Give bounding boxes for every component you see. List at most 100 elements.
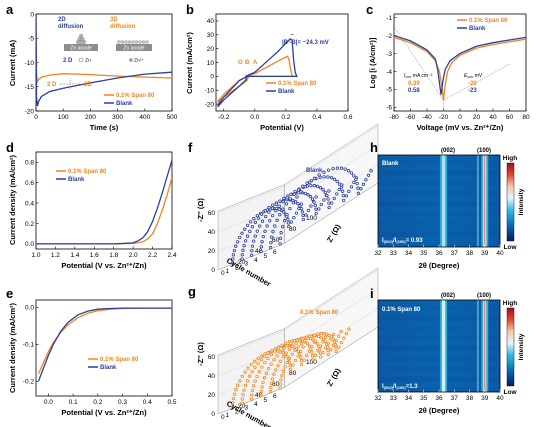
nyquist-tail-point xyxy=(347,189,351,194)
panel-g-xlabel: Z' (Ω) xyxy=(325,366,343,388)
zreal-tick-label: 40 xyxy=(255,248,263,255)
x-tick-label: 32 xyxy=(374,250,382,257)
nyquist-point xyxy=(252,217,256,221)
nyquist-point xyxy=(249,362,253,367)
panel-f-title: Blank xyxy=(306,168,323,174)
nyquist-point xyxy=(240,257,244,261)
x-tick-label: 1.6 xyxy=(90,252,99,259)
nyquist-tail-point xyxy=(307,349,311,353)
nyquist-tail-point xyxy=(321,350,325,355)
x-tick-label: 100 xyxy=(58,114,69,121)
nyquist-point xyxy=(259,389,263,394)
nyquist-point xyxy=(322,175,326,179)
zn-flat-deposit xyxy=(117,40,149,44)
x-tick-label: 34 xyxy=(405,395,413,402)
panel-a-xticks: 0 100 200 300 400 500 xyxy=(34,108,178,121)
nyquist-point xyxy=(314,211,318,216)
nyquist-point xyxy=(242,244,246,248)
heatmap-band xyxy=(378,180,500,186)
nyquist-point xyxy=(296,345,300,349)
panel-i-peak2: (100) xyxy=(477,293,491,299)
zreal-tick-label: 20 xyxy=(238,403,246,410)
heatmap-band xyxy=(378,211,500,217)
nyquist-point xyxy=(255,229,259,233)
nyquist-point xyxy=(297,339,302,343)
nyquist-point xyxy=(295,195,299,199)
series-line-blank xyxy=(217,38,298,108)
nyquist-point xyxy=(285,196,289,200)
nyquist-point xyxy=(238,379,242,383)
diag3d-title-l2: diffusion xyxy=(110,24,136,30)
h-ratio-i: I xyxy=(382,238,384,244)
panel-c: c -1 -2 -3 -4 -5 -6 -80 -60 -40 -20 0 20 40 60 80 Vol… xyxy=(366,2,530,132)
nyquist-point xyxy=(252,359,257,363)
nyquist-point xyxy=(263,354,267,358)
panel-a: a 0 -5 -10 -15 -20 0 100 200 300 400 500 Time (s)… xyxy=(6,2,178,132)
panel-h-peak1: (002) xyxy=(441,148,455,154)
nyquist-point xyxy=(291,201,295,205)
nyquist-point xyxy=(322,170,326,174)
nyquist-point xyxy=(270,348,274,353)
heatmap-band xyxy=(378,190,500,196)
panel-label-d: d xyxy=(6,140,14,155)
nyquist-point xyxy=(245,234,250,238)
nyquist-point xyxy=(287,347,291,352)
x-tick-label: -60 xyxy=(406,114,416,121)
panel-h-peak2: (100) xyxy=(477,148,491,154)
nyquist-point xyxy=(326,348,330,353)
x-tick-label: 40 xyxy=(489,114,497,121)
nyquist-point xyxy=(250,249,254,253)
x-tick-label: 39 xyxy=(481,395,489,402)
y-tick-label: -10 xyxy=(205,88,215,95)
nyquist-point xyxy=(284,202,289,206)
nyquist-point xyxy=(240,231,244,235)
peak-shoulder xyxy=(476,155,479,247)
nyquist-point xyxy=(263,360,267,365)
panel-b-ylabel: Current (mA/cm²) xyxy=(185,32,194,94)
zn-label: Zn xyxy=(85,58,91,64)
panel-f-xlabel: Z' (Ω) xyxy=(325,222,343,244)
nyquist-point xyxy=(269,381,274,386)
nyquist-tail-point xyxy=(313,353,318,357)
x-tick-label: 38 xyxy=(466,395,474,402)
heatmap-band xyxy=(378,335,500,341)
y-tick-label: 10 xyxy=(207,60,215,67)
nyquist-point xyxy=(313,339,317,344)
nyquist-point xyxy=(339,166,344,170)
y-tick-label: -20 xyxy=(25,108,35,115)
nyquist-point xyxy=(278,382,282,386)
nyquist-point xyxy=(259,249,263,254)
panel-label-e: e xyxy=(6,286,13,301)
diag2d-title-l2: diffusion xyxy=(58,24,84,30)
nyquist-point xyxy=(270,235,274,239)
zn-anode-3d xyxy=(116,44,152,51)
nyquist-point xyxy=(283,365,287,369)
panel-b-pt-a: A xyxy=(253,60,258,66)
nyquist-point xyxy=(276,346,281,350)
nyquist-point xyxy=(253,379,257,383)
nyquist-point xyxy=(240,397,244,401)
nyquist-point xyxy=(354,177,358,182)
nyquist-point xyxy=(241,248,245,252)
nyquist-point xyxy=(331,337,335,341)
nyquist-point xyxy=(271,230,275,234)
i-cbar-high: High xyxy=(503,300,517,307)
nyquist-point xyxy=(246,366,250,370)
heatmap-band xyxy=(378,315,500,321)
nyquist-point xyxy=(305,342,310,346)
nyquist-point xyxy=(327,333,331,338)
y-tick-label: -6 xyxy=(386,105,392,112)
heatmap-band xyxy=(378,231,500,237)
x-tick-label: 0.2 xyxy=(93,399,102,406)
nyquist-point xyxy=(289,192,293,197)
nyquist-point xyxy=(329,335,333,339)
x-tick-label: 1.4 xyxy=(70,252,79,259)
series-line-blank xyxy=(37,307,172,382)
panel-d-yticks: 0.8 0.6 0.4 0.2 0.0 xyxy=(25,160,39,248)
nyquist-point xyxy=(312,184,317,188)
tafel-tangent xyxy=(443,64,510,101)
nyquist-point xyxy=(288,364,292,368)
nyquist-point xyxy=(310,350,314,354)
nyquist-tail-point xyxy=(335,192,339,196)
series-line-span80 xyxy=(36,177,172,245)
